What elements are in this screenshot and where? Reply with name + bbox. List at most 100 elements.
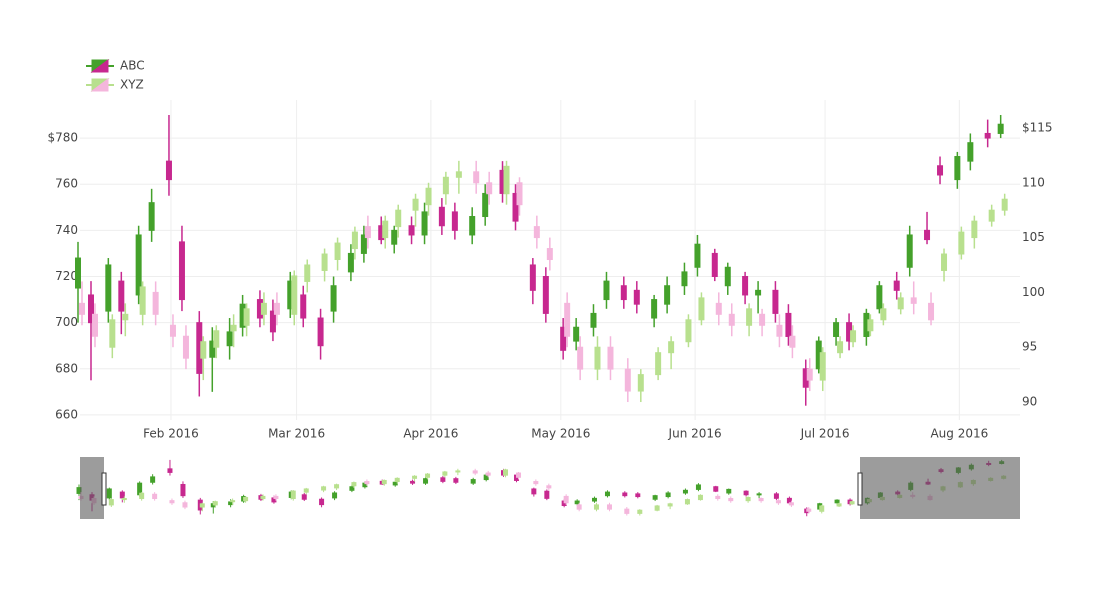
candle-body xyxy=(91,313,98,337)
candle-body xyxy=(819,352,826,381)
x-tick-label: Feb 2016 xyxy=(143,427,199,441)
candle-body xyxy=(1001,198,1008,211)
slider-candle-body xyxy=(139,492,145,500)
x-tick-label: Mar 2016 xyxy=(268,427,325,441)
candle-body xyxy=(165,160,172,181)
candle-body xyxy=(226,331,233,347)
candle-body xyxy=(590,312,597,328)
candle-body xyxy=(577,346,584,370)
slider-mask-right xyxy=(860,457,1020,519)
candle-body xyxy=(984,132,991,139)
slider-candle-body xyxy=(591,497,597,502)
candle-body xyxy=(347,252,354,273)
candle-body xyxy=(988,209,995,222)
slider-handle-right[interactable] xyxy=(857,472,863,506)
slider-candle-body xyxy=(260,495,266,500)
candle-body xyxy=(910,297,917,304)
candle-body xyxy=(382,220,389,239)
slider-candle-body xyxy=(392,481,398,486)
legend-item[interactable]: XYZ xyxy=(86,78,144,92)
slider-candle-body xyxy=(563,495,569,504)
candle-body xyxy=(833,322,840,337)
slider-candle-body xyxy=(470,479,476,484)
candle-body xyxy=(937,165,944,176)
slider-candle-body xyxy=(349,486,355,491)
slider-candle-body xyxy=(119,491,125,499)
candle-body xyxy=(711,252,718,277)
range-slider[interactable] xyxy=(76,456,1021,520)
legend-label: XYZ xyxy=(120,78,144,92)
slider-candle-body xyxy=(516,472,522,478)
candle-body xyxy=(330,285,337,312)
candle-body xyxy=(772,289,779,314)
slider-candle-body xyxy=(637,509,643,514)
legend-item[interactable]: ABC xyxy=(86,59,145,73)
slider-candle-body xyxy=(243,496,249,502)
slider-candle-body xyxy=(334,484,340,489)
candle-body xyxy=(664,285,671,305)
slider-candle-body xyxy=(834,499,840,504)
slider-candle-body xyxy=(412,475,418,479)
x-tick-label: Jun 2016 xyxy=(668,427,722,441)
slider-candle-body xyxy=(319,498,325,506)
slider-candle-body xyxy=(351,482,357,487)
candle-body xyxy=(542,275,549,314)
slider-candle-body xyxy=(440,477,446,482)
legend-swatch-down xyxy=(90,59,109,73)
y2-tick-label: 100 xyxy=(1022,285,1045,299)
candle-body xyxy=(724,266,731,287)
slider-candle-body xyxy=(503,469,509,476)
x-tick-label: Aug 2016 xyxy=(930,427,988,441)
candle-body xyxy=(391,229,398,245)
slider-candle-body xyxy=(606,504,612,510)
slider-candle-body xyxy=(455,470,461,473)
candle-body xyxy=(438,206,445,227)
candle-body xyxy=(364,226,371,239)
candle-body xyxy=(529,264,536,291)
candle-body xyxy=(503,165,510,195)
slider-candle-body xyxy=(106,488,112,499)
slider-candle-body xyxy=(121,498,127,501)
slider-candle-body xyxy=(364,481,370,485)
slider-candle-body xyxy=(635,493,641,498)
slider-mask-left xyxy=(80,457,104,519)
candle-body xyxy=(243,308,250,326)
slider-candle-body xyxy=(667,503,673,507)
candle-body xyxy=(624,368,631,392)
candle-body xyxy=(928,302,935,321)
y-tick-label: 720 xyxy=(55,269,78,283)
candle-body xyxy=(148,202,155,231)
slider-candle-body xyxy=(108,499,114,506)
slider-candle-body xyxy=(169,500,175,504)
slider-candle-body xyxy=(290,490,296,500)
candle-body xyxy=(213,330,220,348)
candle-body xyxy=(408,225,415,236)
slider-candle-body xyxy=(410,480,416,484)
candle-body xyxy=(876,285,883,310)
candle-body xyxy=(75,257,81,289)
candle-body xyxy=(118,280,125,312)
candle-body xyxy=(269,310,276,333)
candle-body xyxy=(759,313,766,326)
candle-body xyxy=(637,374,644,392)
slider-candle-body xyxy=(697,494,703,501)
candle-body xyxy=(79,302,85,315)
candle-body xyxy=(178,241,185,301)
candle-body xyxy=(694,243,701,268)
candle-body xyxy=(789,335,796,348)
candle-body xyxy=(182,335,189,359)
candle-body xyxy=(105,264,112,312)
slider-handle-left[interactable] xyxy=(101,472,107,506)
slider-candle-body xyxy=(652,495,658,500)
candle-body xyxy=(455,171,462,178)
slider-candle-body xyxy=(483,474,489,481)
candle-body xyxy=(87,294,94,324)
candle-body xyxy=(941,253,948,271)
candle-body xyxy=(516,182,523,206)
slider-candle-body xyxy=(574,500,580,505)
y-tick-label: 760 xyxy=(55,177,78,191)
x-tick-label: Apr 2016 xyxy=(403,427,458,441)
slider-candle-body xyxy=(212,501,218,506)
candle-body xyxy=(746,308,753,326)
slider-candle-body xyxy=(622,492,628,497)
